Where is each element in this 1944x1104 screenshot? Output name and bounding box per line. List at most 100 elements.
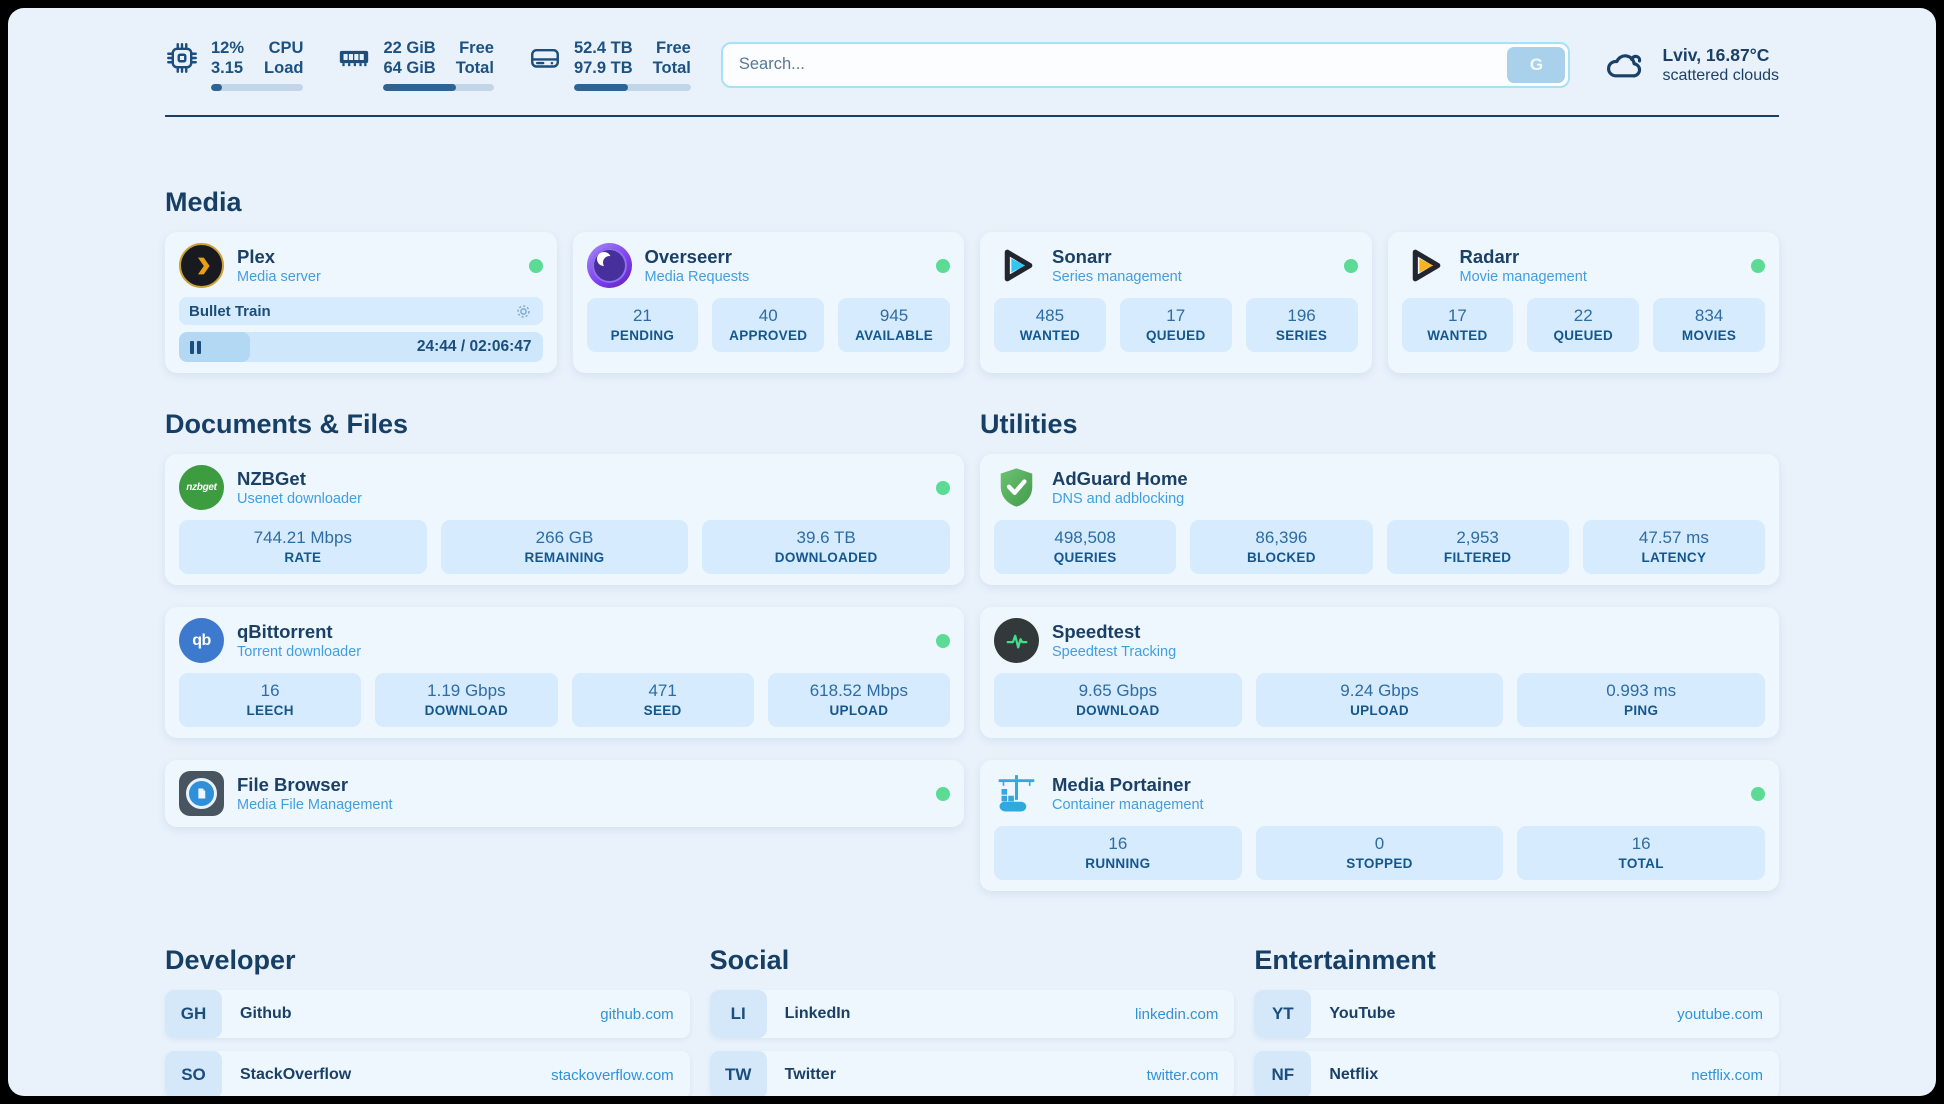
stat-value: 16 <box>1108 834 1128 853</box>
cpu-usage-value: 12% <box>211 39 245 57</box>
sonarr-app-link[interactable]: Sonarr Series management <box>994 243 1358 288</box>
qbittorrent-stat-seed: 471 SEED <box>571 673 754 727</box>
stat-label: QUEUED <box>1553 328 1614 343</box>
portainer-subtitle: Container management <box>1052 797 1204 813</box>
qbittorrent-stat-upload: 618.52 Mbps UPLOAD <box>767 673 950 727</box>
portainer-app-link[interactable]: Media Portainer Container management <box>994 771 1765 816</box>
stat-value: 618.52 Mbps <box>809 681 909 700</box>
cpu-load-value: 3.15 <box>211 59 244 77</box>
cpu-progress-fill <box>211 84 223 91</box>
stat-value: 485 <box>1035 306 1065 325</box>
qbittorrent-stat-download: 1.19 Gbps DOWNLOAD <box>375 673 558 727</box>
bookmark-github[interactable]: GH Github github.com <box>165 990 690 1038</box>
overseerr-logo-icon <box>586 243 632 288</box>
stat-value: 0 <box>1374 834 1385 853</box>
memory-total-label: Total <box>455 59 494 77</box>
stat-value: 945 <box>879 306 909 325</box>
stat-value: 21 <box>632 306 652 325</box>
speedtest-stat-ping: 0.993 ms PING <box>1517 673 1765 727</box>
filebrowser-app-link[interactable]: File Browser Media File Management <box>179 771 950 816</box>
sonarr-stat-queued: 17 QUEUED <box>1119 298 1232 352</box>
plex-app-link[interactable]: Plex Media server <box>179 243 543 288</box>
stat-value: 471 <box>648 681 677 700</box>
stat-label: UPLOAD <box>1350 703 1409 718</box>
media-grid: Plex Media server Bullet Train <box>165 232 1779 373</box>
bookmark-url[interactable]: linkedin.com <box>1134 1005 1219 1023</box>
search-bar: G <box>720 41 1571 88</box>
section-title-entertainment: Entertainment <box>1254 945 1436 975</box>
overseerr-app-link[interactable]: Overseerr Media Requests <box>586 243 950 288</box>
bookmark-twitter[interactable]: TW Twitter twitter.com <box>709 1051 1235 1096</box>
stat-value: 266 GB <box>535 528 594 547</box>
stat-value: 16 <box>1631 834 1651 853</box>
sonarr-status-dot <box>1343 258 1358 273</box>
bookmark-netflix[interactable]: NF Netflix netflix.com <box>1254 1051 1779 1096</box>
card-sonarr: Sonarr Series management 485 WANTED 17 Q… <box>980 232 1372 373</box>
bookmark-name: LinkedIn <box>784 1005 851 1022</box>
card-adguard: AdGuard Home DNS and adblocking 498,508 … <box>980 454 1779 585</box>
search-engine-button[interactable]: G <box>1507 46 1566 83</box>
nzbget-title: NZBGet <box>237 468 306 489</box>
bookmark-url[interactable]: twitter.com <box>1146 1066 1219 1084</box>
adguard-title: AdGuard Home <box>1052 468 1188 489</box>
bookmark-url[interactable]: github.com <box>600 1005 674 1023</box>
qbittorrent-subtitle: Torrent downloader <box>237 644 362 660</box>
stat-value: 9.24 Gbps <box>1340 681 1419 700</box>
stat-value: 834 <box>1694 306 1724 325</box>
utilities-column: Utilities <box>980 409 1779 891</box>
cpu-progress-track <box>211 84 304 91</box>
adguard-stat-latency: 47.57 ms LATENCY <box>1582 520 1765 574</box>
bookmark-group-social: Social LI LinkedIn linkedin.com TW Twitt… <box>709 945 1235 1096</box>
bookmark-url[interactable]: netflix.com <box>1691 1066 1763 1084</box>
system-stats: 12% 3.15 CPU Load <box>165 38 691 91</box>
linkedin-badge: LI <box>709 990 767 1038</box>
gear-icon[interactable] <box>514 302 533 321</box>
card-portainer: Media Portainer Container management 16 … <box>980 760 1779 891</box>
card-speedtest: Speedtest Speedtest Tracking 9.65 Gbps D… <box>980 607 1779 738</box>
stat-label: DOWNLOAD <box>1076 703 1160 718</box>
stat-value: 498,508 <box>1054 528 1116 547</box>
nzbget-status-dot <box>936 480 950 495</box>
filebrowser-title: File Browser <box>237 774 349 795</box>
weather-condition: scattered clouds <box>1662 66 1779 84</box>
bookmark-url[interactable]: youtube.com <box>1677 1005 1763 1023</box>
cpu-icon <box>167 43 197 73</box>
plex-logo-icon <box>179 243 224 288</box>
nzbget-app-link[interactable]: nzbget NZBGet Usenet downloader <box>179 465 950 510</box>
card-filebrowser: File Browser Media File Management <box>165 760 964 827</box>
adguard-app-link[interactable]: AdGuard Home DNS and adblocking <box>994 465 1765 510</box>
stat-label: QUEUED <box>1145 328 1206 343</box>
adguard-logo-icon <box>994 465 1039 510</box>
stat-label: LATENCY <box>1641 550 1707 565</box>
filebrowser-status-dot <box>936 786 950 801</box>
bookmark-name: StackOverflow <box>240 1066 352 1083</box>
disk-stat: 52.4 TB 97.9 TB Free Total <box>528 38 691 91</box>
bookmark-url[interactable]: stackoverflow.com <box>551 1066 674 1084</box>
disk-free-label: Free <box>655 39 691 57</box>
stat-label: PENDING <box>610 328 675 343</box>
disk-total-label: Total <box>652 59 691 77</box>
radarr-stat-queued: 22 QUEUED <box>1527 298 1640 352</box>
documents-column: Documents & Files nzbget NZBGet Usenet d… <box>165 409 964 891</box>
radarr-app-link[interactable]: Radarr Movie management <box>1402 243 1765 288</box>
disk-icon <box>530 49 559 68</box>
section-title-media: Media <box>165 187 242 217</box>
sonarr-stat-wanted: 485 WANTED <box>994 298 1106 352</box>
memory-icon <box>340 50 369 67</box>
nzbget-stat-rate: 744.21 Mbps RATE <box>179 520 427 574</box>
bookmark-linkedin[interactable]: LI LinkedIn linkedin.com <box>709 990 1235 1038</box>
speedtest-app-link[interactable]: Speedtest Speedtest Tracking <box>994 618 1765 663</box>
bookmark-name: Twitter <box>784 1066 836 1083</box>
search-input[interactable] <box>720 41 1571 88</box>
qbittorrent-logo-icon: qb <box>179 618 224 663</box>
bookmark-stackoverflow[interactable]: SO StackOverflow stackoverflow.com <box>165 1051 690 1096</box>
plex-playback-time: 24:44 / 02:06:47 <box>416 338 532 355</box>
qbittorrent-app-link[interactable]: qb qBittorrent Torrent downloader <box>179 618 950 663</box>
portainer-stat-stopped: 0 STOPPED <box>1255 826 1504 880</box>
overseerr-stat-approved: 40 APPROVED <box>712 298 825 352</box>
plex-now-playing-title: Bullet Train <box>189 302 271 320</box>
portainer-stat-total: 16 TOTAL <box>1517 826 1765 880</box>
stat-label: AVAILABLE <box>855 328 934 343</box>
plex-title: Plex <box>237 246 276 267</box>
bookmark-youtube[interactable]: YT YouTube youtube.com <box>1254 990 1779 1038</box>
